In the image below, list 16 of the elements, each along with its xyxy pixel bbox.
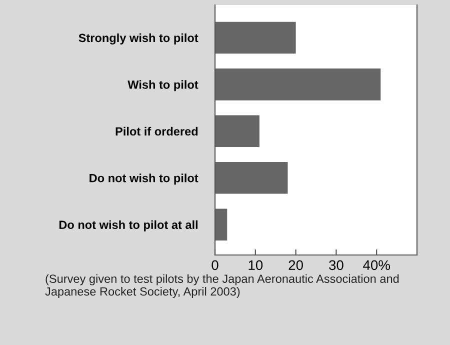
bar xyxy=(215,68,381,100)
text: (Survey given to test pilots by the Japan Aeronautic Association and Japanese Rocket Society, April 2003) xyxy=(45,274,399,298)
y-tick-label: Do not wish to pilot xyxy=(90,174,198,185)
x-tick-label: 10 xyxy=(248,260,263,270)
x-tick-label: 40% xyxy=(363,260,390,270)
bar xyxy=(215,162,288,194)
y-tick-label: Do not wish to pilot at all xyxy=(59,220,198,232)
bar xyxy=(215,22,296,54)
x-tick-label: 20 xyxy=(288,260,303,270)
bar xyxy=(215,208,228,241)
bar xyxy=(215,115,260,148)
y-tick-label: Strongly wish to pilot xyxy=(78,33,198,44)
x-tick-label: 0 xyxy=(212,260,218,270)
y-tick-label: Pilot if ordered xyxy=(116,126,198,136)
x-tick-label: 30 xyxy=(329,260,344,270)
y-tick-label: Wish to pilot xyxy=(128,80,198,92)
